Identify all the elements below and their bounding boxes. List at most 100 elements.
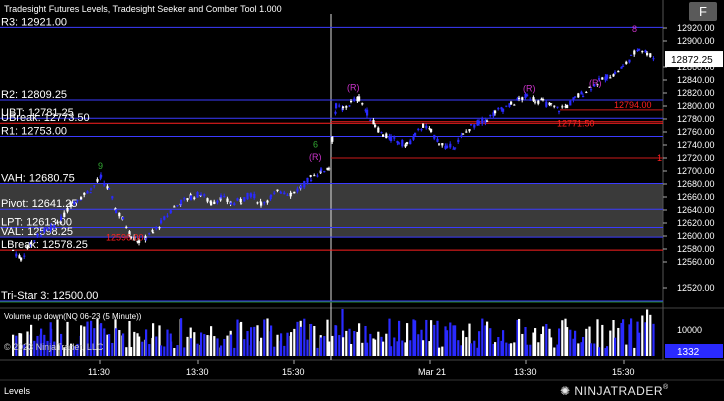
candle-body bbox=[76, 200, 79, 202]
candle-body bbox=[136, 241, 139, 243]
candle-body bbox=[286, 194, 289, 196]
volume-bar bbox=[374, 339, 377, 356]
volume-bar bbox=[246, 331, 249, 356]
tab-levels[interactable]: Levels bbox=[4, 386, 31, 396]
candle-body bbox=[534, 101, 537, 103]
volume-bar bbox=[73, 346, 76, 356]
candle-body bbox=[638, 48, 641, 51]
candle-body bbox=[406, 142, 409, 145]
candle-body bbox=[604, 76, 607, 81]
candle-body bbox=[220, 195, 223, 198]
candle-body bbox=[566, 105, 569, 109]
volume-bar bbox=[193, 332, 196, 356]
volume-bar bbox=[510, 343, 513, 356]
candle-body bbox=[652, 58, 655, 60]
volume-bar bbox=[601, 324, 604, 356]
price-tick-label: 12580.00 bbox=[677, 244, 715, 254]
volume-bar bbox=[652, 323, 655, 356]
volume-bar bbox=[280, 333, 283, 356]
level-label: Pivot: 12641.25 bbox=[1, 198, 77, 210]
candle-body bbox=[103, 183, 106, 186]
candle-body bbox=[481, 117, 484, 124]
candle-body bbox=[26, 245, 29, 249]
candle-body bbox=[596, 84, 599, 86]
candle-body bbox=[56, 221, 59, 224]
candle-body bbox=[230, 202, 233, 205]
time-tick-label: 15:30 bbox=[282, 367, 305, 377]
chart-annotation: 6 bbox=[313, 140, 318, 150]
volume-bar bbox=[628, 324, 631, 356]
volume-bar bbox=[609, 330, 612, 356]
candle-body bbox=[334, 111, 337, 114]
candle-body bbox=[628, 59, 631, 63]
candle-body bbox=[374, 124, 377, 127]
volume-bar bbox=[540, 333, 543, 356]
volume-bar bbox=[100, 323, 103, 356]
price-tick-label: 12840.00 bbox=[677, 75, 715, 85]
candle-body bbox=[585, 92, 588, 94]
volume-bar bbox=[444, 326, 447, 356]
candle-body bbox=[348, 105, 351, 107]
volume-bar bbox=[486, 321, 489, 356]
candle-body bbox=[152, 232, 155, 234]
candle-body bbox=[356, 96, 359, 102]
volume-bar bbox=[200, 332, 203, 356]
level-label: Tri-Star 3: 12500.00 bbox=[1, 290, 98, 302]
volume-bar bbox=[240, 321, 243, 356]
volume-bar bbox=[173, 347, 176, 356]
candle-body bbox=[170, 211, 173, 213]
volume-bar bbox=[213, 336, 216, 356]
candle-body bbox=[326, 167, 329, 170]
volume-bar bbox=[558, 328, 561, 356]
price-tick-label: 12780.00 bbox=[677, 114, 715, 124]
volume-bar bbox=[422, 340, 425, 356]
volume-bar bbox=[20, 333, 23, 356]
level-label: VAH: 12680.75 bbox=[1, 173, 75, 185]
volume-bar bbox=[276, 334, 279, 356]
candle-body bbox=[40, 235, 43, 237]
candle-body bbox=[180, 199, 183, 205]
volume-bar bbox=[566, 327, 569, 356]
volume-bar bbox=[457, 340, 460, 356]
candle-body bbox=[452, 148, 455, 150]
volume-bar bbox=[40, 328, 43, 356]
price-tick-label: 12760.00 bbox=[677, 127, 715, 137]
candle-body bbox=[309, 175, 312, 177]
chart-trader-button[interactable]: F bbox=[689, 2, 717, 21]
chart-annotation: 8 bbox=[632, 24, 637, 34]
candle-body bbox=[492, 112, 495, 117]
candle-body bbox=[644, 50, 647, 53]
volume-bar bbox=[345, 330, 348, 356]
price-tick-label: 12560.00 bbox=[677, 257, 715, 267]
candle-body bbox=[457, 139, 460, 143]
volume-bar bbox=[152, 323, 155, 356]
volume-bar bbox=[93, 328, 96, 356]
candle-body bbox=[462, 133, 465, 135]
volume-bar bbox=[372, 338, 375, 356]
candle-body bbox=[39, 231, 42, 233]
candle-body bbox=[148, 233, 151, 235]
volume-bar bbox=[63, 347, 66, 356]
candle-body bbox=[417, 128, 420, 130]
candle-body bbox=[193, 197, 196, 199]
volume-bar bbox=[122, 333, 125, 356]
volume-bar bbox=[369, 333, 372, 356]
volume-bar bbox=[46, 340, 49, 356]
candle-body bbox=[582, 96, 585, 98]
volume-bar bbox=[534, 328, 537, 356]
candle-body bbox=[206, 198, 209, 202]
volume-bar bbox=[148, 344, 151, 356]
candle-body bbox=[316, 175, 319, 177]
volume-bar bbox=[582, 336, 585, 356]
candle-body bbox=[500, 107, 503, 110]
candle-body bbox=[460, 135, 463, 137]
volume-bar bbox=[43, 334, 46, 356]
candle-body bbox=[345, 106, 348, 108]
candle-body bbox=[569, 100, 572, 106]
volume-bar bbox=[12, 334, 15, 356]
candle-body bbox=[50, 225, 53, 227]
candle-body bbox=[609, 77, 612, 79]
candle-body bbox=[59, 220, 62, 224]
volume-bar bbox=[125, 347, 128, 356]
